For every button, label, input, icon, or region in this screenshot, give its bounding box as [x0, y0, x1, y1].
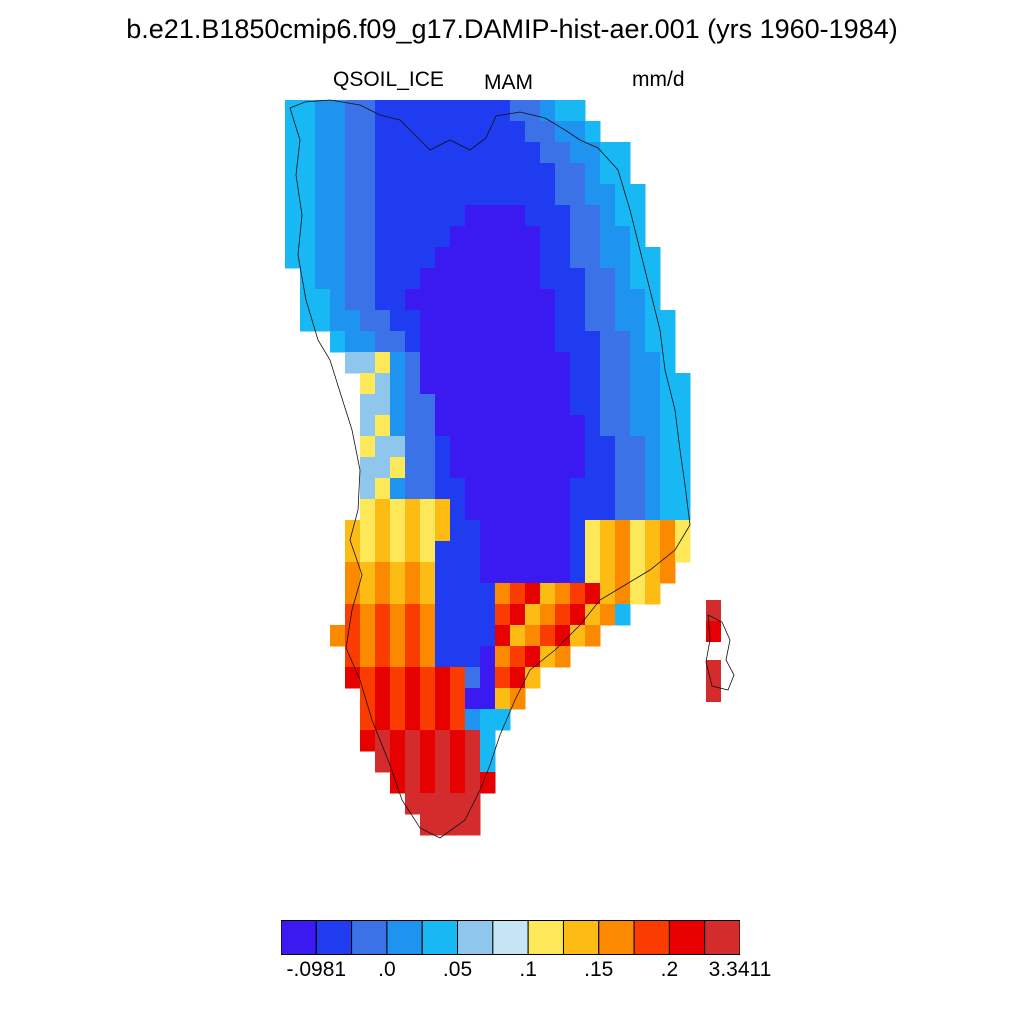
- colorbar-box: [704, 920, 740, 955]
- variable-label: QSOIL_ICE: [333, 68, 444, 91]
- colorbar-box: [668, 920, 706, 955]
- colorbar-box: [421, 920, 459, 955]
- colorbar-box: [527, 920, 564, 955]
- season-label: MAM: [484, 71, 533, 94]
- colorbar-tick-label: .1: [519, 958, 537, 981]
- colorbar-tick-label: .15: [584, 958, 614, 981]
- colorbar-box: [492, 920, 529, 955]
- colorbar-box: [598, 920, 635, 955]
- colorbar-tick-label: -.0981: [286, 958, 347, 981]
- colorbar: [281, 920, 740, 955]
- colorbar-box: [562, 920, 600, 955]
- units-label: mm/d: [632, 68, 685, 91]
- map-title: b.e21.B1850cmip6.f09_g17.DAMIP-hist-aer.…: [126, 14, 898, 44]
- colorbar-box: [281, 920, 317, 955]
- colorbar-tick-label: .05: [442, 958, 473, 981]
- colorbar-box: [315, 920, 353, 955]
- colorbar-box: [457, 920, 494, 955]
- colorbar-tick-labels: -.0981 .0 .05 .1 .15 .2 3.3411: [0, 958, 1024, 988]
- colorbar-tick-label: .2: [660, 958, 679, 981]
- greenland-map: [285, 99, 735, 839]
- colorbar-box: [351, 920, 388, 955]
- colorbar-box: [633, 920, 670, 955]
- colorbar-box: [386, 920, 423, 955]
- colorbar-tick-label: 3.3411: [708, 958, 772, 981]
- colorbar-tick-label: .0: [378, 958, 396, 981]
- coastline: [289, 99, 735, 839]
- map-cells: [285, 100, 721, 836]
